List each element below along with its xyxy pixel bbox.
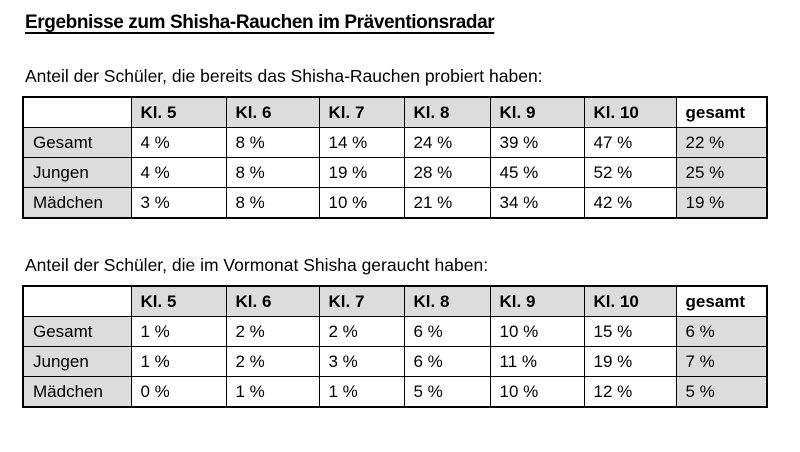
- data-cell: 0 %: [130, 376, 227, 408]
- row-label: Jungen: [22, 346, 132, 377]
- table-caption-lastmonth: Anteil der Schüler, die im Vormonat Shis…: [25, 255, 489, 275]
- data-cell-gesamt: 22 %: [675, 127, 768, 158]
- data-cell: 4 %: [130, 127, 227, 158]
- data-cell: 2 %: [225, 346, 320, 377]
- column-header-kl8: Kl. 8: [403, 285, 491, 317]
- lastmonth-shisha-table: Kl. 5 Kl. 6 Kl. 7 Kl. 8 Kl. 9 Kl. 10 ges…: [22, 285, 768, 408]
- column-header-kl5: Kl. 5: [130, 96, 227, 128]
- table-row-gesamt: Gesamt 1 % 2 % 2 % 6 % 10 % 15 % 6 %: [22, 316, 768, 347]
- data-cell: 3 %: [318, 346, 405, 377]
- table-header-row: Kl. 5 Kl. 6 Kl. 7 Kl. 8 Kl. 9 Kl. 10 ges…: [22, 96, 768, 128]
- data-cell: 24 %: [403, 127, 491, 158]
- table-caption-tried: Anteil der Schüler, die bereits das Shis…: [25, 66, 543, 86]
- table-row-gesamt: Gesamt 4 % 8 % 14 % 24 % 39 % 47 % 22 %: [22, 127, 768, 158]
- data-cell: 6 %: [403, 316, 491, 347]
- row-label: Jungen: [22, 157, 132, 188]
- data-cell-gesamt: 5 %: [675, 376, 768, 408]
- data-cell-gesamt: 25 %: [675, 157, 768, 188]
- data-cell: 8 %: [225, 187, 320, 219]
- data-cell: 1 %: [225, 376, 320, 408]
- data-cell: 34 %: [489, 187, 585, 219]
- column-header-kl7: Kl. 7: [318, 285, 405, 317]
- data-cell: 15 %: [583, 316, 677, 347]
- row-label: Gesamt: [22, 127, 132, 158]
- data-cell: 8 %: [225, 157, 320, 188]
- data-cell: 1 %: [318, 376, 405, 408]
- row-label: Mädchen: [22, 187, 132, 219]
- data-cell: 1 %: [130, 316, 227, 347]
- data-cell: 1 %: [130, 346, 227, 377]
- page-title: Ergebnisse zum Shisha-Rauchen im Prävent…: [25, 12, 495, 33]
- column-header-gesamt: gesamt: [675, 96, 768, 128]
- column-header-kl7: Kl. 7: [318, 96, 405, 128]
- data-cell: 10 %: [489, 376, 585, 408]
- table-row-jungen: Jungen 1 % 2 % 3 % 6 % 11 % 19 % 7 %: [22, 346, 768, 377]
- data-cell: 8 %: [225, 127, 320, 158]
- data-cell: 42 %: [583, 187, 677, 219]
- data-cell: 28 %: [403, 157, 491, 188]
- data-cell: 2 %: [225, 316, 320, 347]
- table-row-maedchen: Mädchen 3 % 8 % 10 % 21 % 34 % 42 % 19 %: [22, 187, 768, 219]
- data-cell: 5 %: [403, 376, 491, 408]
- column-header-kl6: Kl. 6: [225, 96, 320, 128]
- data-cell: 47 %: [583, 127, 677, 158]
- table-row-maedchen: Mädchen 0 % 1 % 1 % 5 % 10 % 12 % 5 %: [22, 376, 768, 408]
- data-cell: 39 %: [489, 127, 585, 158]
- document-page: Ergebnisse zum Shisha-Rauchen im Prävent…: [22, 12, 768, 408]
- column-header-kl5: Kl. 5: [130, 285, 227, 317]
- table-row-jungen: Jungen 4 % 8 % 19 % 28 % 45 % 52 % 25 %: [22, 157, 768, 188]
- row-label: Mädchen: [22, 376, 132, 408]
- data-cell: 11 %: [489, 346, 585, 377]
- data-cell-gesamt: 7 %: [675, 346, 768, 377]
- corner-cell: [22, 96, 132, 128]
- data-cell: 52 %: [583, 157, 677, 188]
- data-cell-gesamt: 6 %: [675, 316, 768, 347]
- data-cell: 14 %: [318, 127, 405, 158]
- data-cell: 3 %: [130, 187, 227, 219]
- column-header-kl10: Kl. 10: [583, 285, 677, 317]
- column-header-kl10: Kl. 10: [583, 96, 677, 128]
- column-header-gesamt: gesamt: [675, 285, 768, 317]
- data-cell: 4 %: [130, 157, 227, 188]
- corner-cell: [22, 285, 132, 317]
- column-header-kl6: Kl. 6: [225, 285, 320, 317]
- data-cell: 12 %: [583, 376, 677, 408]
- table-header-row: Kl. 5 Kl. 6 Kl. 7 Kl. 8 Kl. 9 Kl. 10 ges…: [22, 285, 768, 317]
- data-cell: 21 %: [403, 187, 491, 219]
- data-cell: 10 %: [318, 187, 405, 219]
- column-header-kl9: Kl. 9: [489, 285, 585, 317]
- data-cell: 6 %: [403, 346, 491, 377]
- data-cell-gesamt: 19 %: [675, 187, 768, 219]
- data-cell: 19 %: [583, 346, 677, 377]
- column-header-kl8: Kl. 8: [403, 96, 491, 128]
- column-header-kl9: Kl. 9: [489, 96, 585, 128]
- data-cell: 2 %: [318, 316, 405, 347]
- data-cell: 45 %: [489, 157, 585, 188]
- row-label: Gesamt: [22, 316, 132, 347]
- data-cell: 10 %: [489, 316, 585, 347]
- data-cell: 19 %: [318, 157, 405, 188]
- tried-shisha-table: Kl. 5 Kl. 6 Kl. 7 Kl. 8 Kl. 9 Kl. 10 ges…: [22, 96, 768, 219]
